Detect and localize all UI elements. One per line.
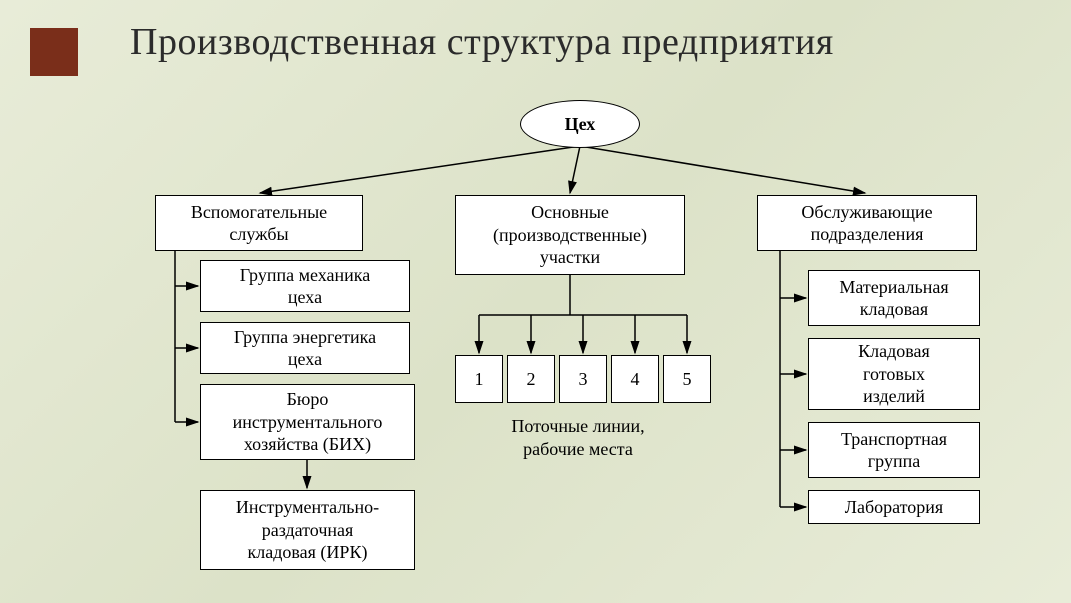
node-label: Бюроинструментальногохозяйства (БИХ)	[233, 388, 383, 456]
cell-2: 2	[507, 355, 555, 403]
cell-1: 1	[455, 355, 503, 403]
cell-label: 3	[579, 368, 588, 391]
node-label: Лаборатория	[845, 496, 943, 519]
cell-5: 5	[663, 355, 711, 403]
cell-label: 4	[631, 368, 640, 391]
node-right-child-0: Материальнаякладовая	[808, 270, 980, 326]
node-label: Обслуживающиеподразделения	[801, 201, 932, 246]
node-label: Материальнаякладовая	[839, 276, 948, 321]
center-caption: Поточные линии,рабочие места	[478, 415, 678, 460]
node-right-child-1: Кладоваяготовыхизделий	[808, 338, 980, 410]
node-left-child-2: Бюроинструментальногохозяйства (БИХ)	[200, 384, 415, 460]
node-label: Группа механикацеха	[240, 264, 370, 309]
page-title: Производственная структура предприятия	[130, 20, 834, 64]
cell-3: 3	[559, 355, 607, 403]
node-right-child-3: Лаборатория	[808, 490, 980, 524]
node-label: Кладоваяготовыхизделий	[858, 340, 930, 408]
node-left-child-1: Группа энергетикацеха	[200, 322, 410, 374]
cell-label: 2	[527, 368, 536, 391]
caption-text: Поточные линии,рабочие места	[511, 416, 644, 459]
node-label: Инструментально-раздаточнаякладовая (ИРК…	[236, 496, 379, 564]
node-label: Группа энергетикацеха	[234, 326, 376, 371]
diagram-container: Цех Вспомогательныеслужбы Группа механик…	[0, 90, 1071, 600]
node-right-child-2: Транспортнаягруппа	[808, 422, 980, 478]
node-left-child-3: Инструментально-раздаточнаякладовая (ИРК…	[200, 490, 415, 570]
cell-label: 5	[683, 368, 692, 391]
node-left-head: Вспомогательныеслужбы	[155, 195, 363, 251]
cell-label: 1	[475, 368, 484, 391]
node-root: Цех	[520, 100, 640, 148]
node-label: Транспортнаягруппа	[841, 428, 947, 473]
node-root-label: Цех	[565, 113, 596, 136]
cell-4: 4	[611, 355, 659, 403]
node-label: Основные(производственные)участки	[493, 201, 647, 269]
node-right-head: Обслуживающиеподразделения	[757, 195, 977, 251]
node-left-child-0: Группа механикацеха	[200, 260, 410, 312]
accent-bar	[30, 28, 78, 76]
node-label: Вспомогательныеслужбы	[191, 201, 327, 246]
node-center-head: Основные(производственные)участки	[455, 195, 685, 275]
